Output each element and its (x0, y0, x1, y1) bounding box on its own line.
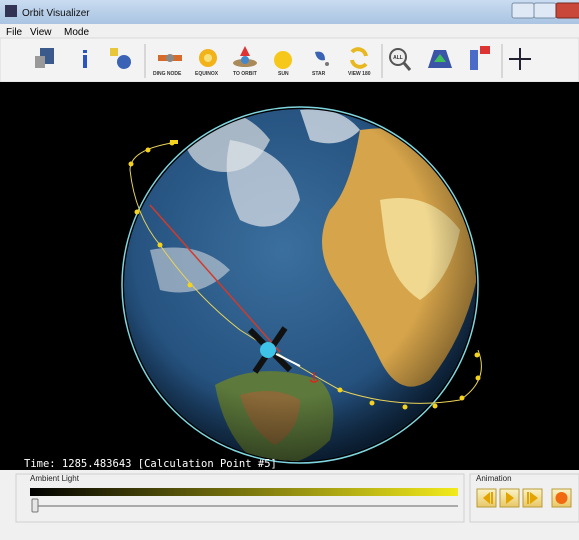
menu-item[interactable]: Mode (64, 27, 89, 38)
earth (124, 109, 476, 461)
toolbar-label[interactable]: ALL (393, 55, 403, 61)
animation-group (469, 473, 579, 523)
toolbar-label[interactable]: TO ORBIT (233, 71, 257, 77)
ambient-label: Ambient Light (30, 474, 80, 483)
toolbar-label[interactable]: EQUINOX (195, 71, 219, 77)
animation-label: Animation (476, 474, 512, 483)
close-button[interactable] (555, 2, 579, 19)
toolbar-label[interactable]: DING NODE (153, 71, 182, 77)
animation-buttons[interactable] (476, 488, 572, 508)
ambient-group (15, 473, 465, 523)
status-text: Time: 1285.483643 [Calculation Point #5] (24, 458, 277, 470)
slider-thumb[interactable] (31, 498, 39, 513)
ground-track (149, 204, 281, 353)
toolbar-label[interactable]: SUN (278, 71, 289, 77)
ambient-gradient (30, 488, 458, 496)
app-icon (5, 5, 17, 17)
menu-bar (0, 24, 579, 38)
minimize-button[interactable] (511, 2, 535, 19)
maximize-button[interactable] (533, 2, 557, 19)
menu-item[interactable]: View (30, 27, 52, 38)
orbit-path (128, 140, 482, 410)
orbit-ring (121, 106, 479, 464)
menu-item[interactable]: File (6, 27, 23, 38)
toolbar-label[interactable]: STAR (312, 71, 326, 77)
toolbar-label[interactable]: VIEW 180 (348, 71, 371, 77)
satellite (247, 326, 319, 383)
window-title: Orbit Visualizer (22, 8, 90, 19)
title-bar (0, 0, 579, 24)
toolbar-icons (35, 44, 531, 78)
